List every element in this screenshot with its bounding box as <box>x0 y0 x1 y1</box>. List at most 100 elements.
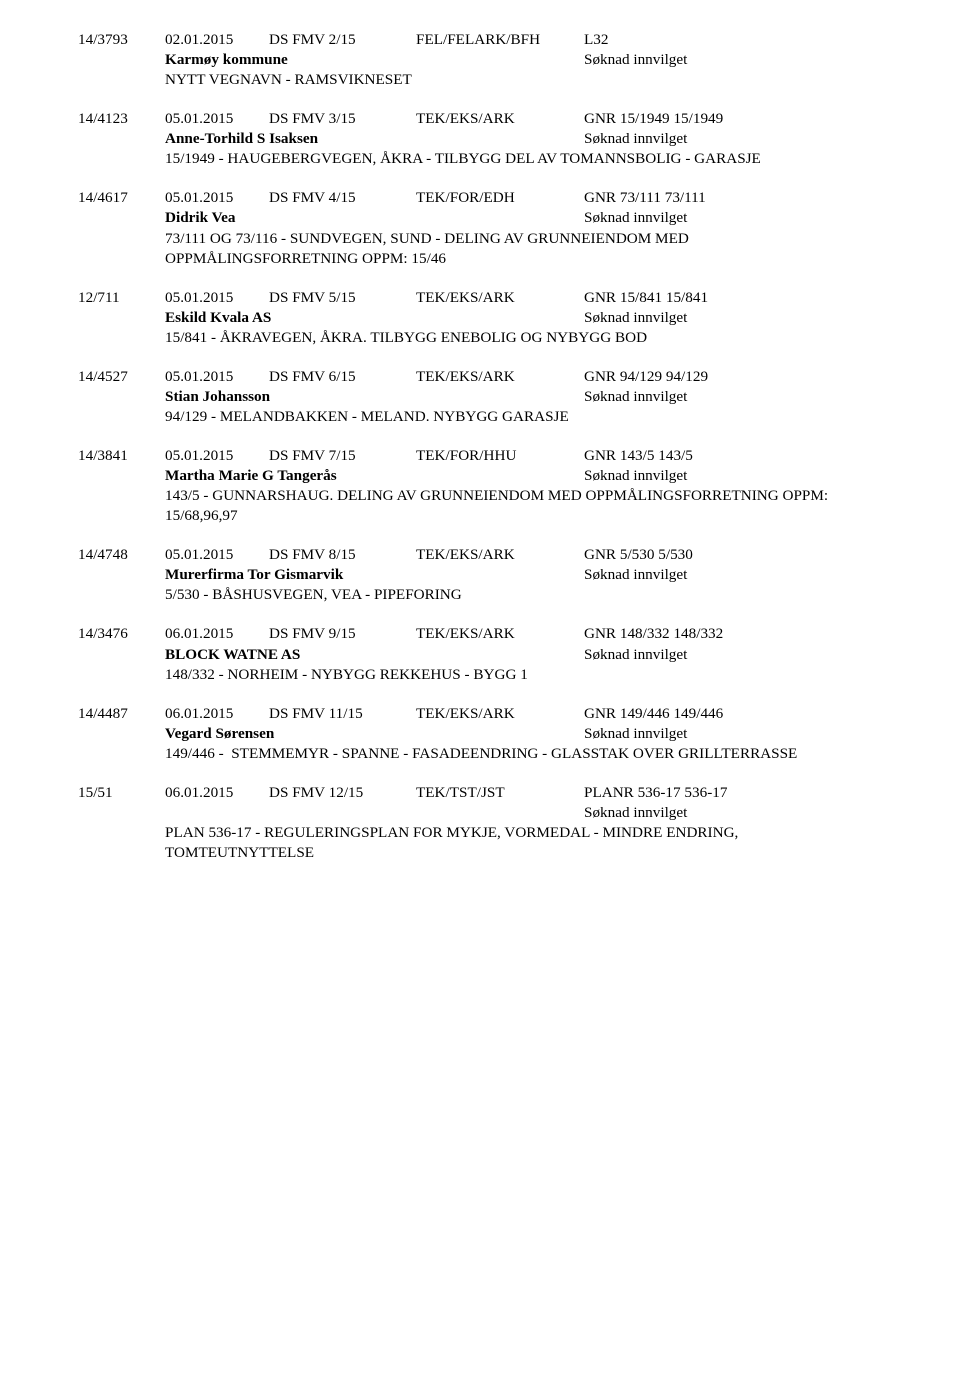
case-ref: FEL/FELARK/BFH <box>416 30 584 50</box>
case-doc: DS FMV 7/15 <box>269 446 416 466</box>
entry-header-row: 14/452705.01.2015DS FMV 6/15TEK/EKS/ARKG… <box>78 367 882 387</box>
case-entry: 12/71105.01.2015DS FMV 5/15TEK/EKS/ARKGN… <box>78 288 882 348</box>
entry-applicant-row: BLOCK WATNE ASSøknad innvilget <box>78 645 882 665</box>
status-text: Søknad innvilget <box>584 387 882 407</box>
case-doc: DS FMV 11/15 <box>269 704 416 724</box>
case-description: NYTT VEGNAVN - RAMSVIKNESET <box>78 70 882 90</box>
entry-header-row: 14/379302.01.2015DS FMV 2/15FEL/FELARK/B… <box>78 30 882 50</box>
entry-applicant-row: Didrik VeaSøknad innvilget <box>78 208 882 228</box>
applicant-name: Karmøy kommune <box>165 50 584 70</box>
case-doc: DS FMV 12/15 <box>269 783 416 803</box>
case-date: 05.01.2015 <box>165 109 269 129</box>
case-doc: DS FMV 2/15 <box>269 30 416 50</box>
case-date: 05.01.2015 <box>165 288 269 308</box>
case-gnr: GNR 143/5 143/5 <box>584 446 882 466</box>
case-id: 14/4617 <box>78 188 165 208</box>
entry-header-row: 14/474805.01.2015DS FMV 8/15TEK/EKS/ARKG… <box>78 545 882 565</box>
entry-header-row: 14/412305.01.2015DS FMV 3/15TEK/EKS/ARKG… <box>78 109 882 129</box>
applicant-name: Stian Johansson <box>165 387 584 407</box>
entry-applicant-row: Murerfirma Tor GismarvikSøknad innvilget <box>78 565 882 585</box>
entry-header-row: 15/5106.01.2015DS FMV 12/15TEK/TST/JSTPL… <box>78 783 882 803</box>
case-gnr: GNR 149/446 149/446 <box>584 704 882 724</box>
case-gnr: GNR 15/1949 15/1949 <box>584 109 882 129</box>
entry-header-row: 14/347606.01.2015DS FMV 9/15TEK/EKS/ARKG… <box>78 624 882 644</box>
status-text: Søknad innvilget <box>584 565 882 585</box>
entry-applicant-row: Vegard SørensenSøknad innvilget <box>78 724 882 744</box>
case-gnr: PLANR 536-17 536-17 <box>584 783 882 803</box>
entry-applicant-row: Karmøy kommuneSøknad innvilget <box>78 50 882 70</box>
applicant-name: Murerfirma Tor Gismarvik <box>165 565 584 585</box>
case-description: 73/111 OG 73/116 - SUNDVEGEN, SUND - DEL… <box>78 229 882 269</box>
case-id: 14/4487 <box>78 704 165 724</box>
case-entry: 14/384105.01.2015DS FMV 7/15TEK/FOR/HHUG… <box>78 446 882 526</box>
applicant-name: Didrik Vea <box>165 208 584 228</box>
case-ref: TEK/EKS/ARK <box>416 704 584 724</box>
case-date: 05.01.2015 <box>165 446 269 466</box>
case-id: 12/711 <box>78 288 165 308</box>
status-text: Søknad innvilget <box>584 466 882 486</box>
case-gnr: GNR 73/111 73/111 <box>584 188 882 208</box>
case-entry: 14/448706.01.2015DS FMV 11/15TEK/EKS/ARK… <box>78 704 882 764</box>
case-date: 05.01.2015 <box>165 367 269 387</box>
applicant-name <box>165 803 584 823</box>
case-ref: TEK/TST/JST <box>416 783 584 803</box>
status-text: Søknad innvilget <box>584 50 882 70</box>
case-ref: TEK/EKS/ARK <box>416 288 584 308</box>
case-doc: DS FMV 5/15 <box>269 288 416 308</box>
entry-header-row: 12/71105.01.2015DS FMV 5/15TEK/EKS/ARKGN… <box>78 288 882 308</box>
case-id: 15/51 <box>78 783 165 803</box>
case-description: 94/129 - MELANDBAKKEN - MELAND. NYBYGG G… <box>78 407 882 427</box>
case-description: 5/530 - BÅSHUSVEGEN, VEA - PIPEFORING <box>78 585 882 605</box>
case-doc: DS FMV 9/15 <box>269 624 416 644</box>
case-id: 14/4123 <box>78 109 165 129</box>
case-ref: TEK/EKS/ARK <box>416 109 584 129</box>
case-entry: 14/452705.01.2015DS FMV 6/15TEK/EKS/ARKG… <box>78 367 882 427</box>
case-date: 02.01.2015 <box>165 30 269 50</box>
case-gnr: GNR 15/841 15/841 <box>584 288 882 308</box>
case-id: 14/3841 <box>78 446 165 466</box>
status-text: Søknad innvilget <box>584 724 882 744</box>
case-description: 15/841 - ÅKRAVEGEN, ÅKRA. TILBYGG ENEBOL… <box>78 328 882 348</box>
case-id: 14/4527 <box>78 367 165 387</box>
case-ref: TEK/EKS/ARK <box>416 545 584 565</box>
entry-applicant-row: Anne-Torhild S IsaksenSøknad innvilget <box>78 129 882 149</box>
case-ref: TEK/FOR/HHU <box>416 446 584 466</box>
case-description: 143/5 - GUNNARSHAUG. DELING AV GRUNNEIEN… <box>78 486 882 526</box>
case-date: 05.01.2015 <box>165 188 269 208</box>
case-id: 14/3793 <box>78 30 165 50</box>
applicant-name: Eskild Kvala AS <box>165 308 584 328</box>
entry-applicant-row: Søknad innvilget <box>78 803 882 823</box>
case-entry: 14/347606.01.2015DS FMV 9/15TEK/EKS/ARKG… <box>78 624 882 684</box>
case-gnr: L32 <box>584 30 882 50</box>
entry-header-row: 14/384105.01.2015DS FMV 7/15TEK/FOR/HHUG… <box>78 446 882 466</box>
status-text: Søknad innvilget <box>584 208 882 228</box>
case-description: PLAN 536-17 - REGULERINGSPLAN FOR MYKJE,… <box>78 823 882 863</box>
case-entry: 14/379302.01.2015DS FMV 2/15FEL/FELARK/B… <box>78 30 882 90</box>
case-ref: TEK/EKS/ARK <box>416 624 584 644</box>
applicant-name: Anne-Torhild S Isaksen <box>165 129 584 149</box>
case-description: 15/1949 - HAUGEBERGVEGEN, ÅKRA - TILBYGG… <box>78 149 882 169</box>
case-doc: DS FMV 3/15 <box>269 109 416 129</box>
entry-applicant-row: Eskild Kvala ASSøknad innvilget <box>78 308 882 328</box>
case-date: 06.01.2015 <box>165 624 269 644</box>
case-entry: 14/461705.01.2015DS FMV 4/15TEK/FOR/EDHG… <box>78 188 882 268</box>
case-description: 149/446 - STEMMEMYR - SPANNE - FASADEEND… <box>78 744 882 764</box>
applicant-name: Vegard Sørensen <box>165 724 584 744</box>
case-entry: 15/5106.01.2015DS FMV 12/15TEK/TST/JSTPL… <box>78 783 882 863</box>
case-entry: 14/474805.01.2015DS FMV 8/15TEK/EKS/ARKG… <box>78 545 882 605</box>
status-text: Søknad innvilget <box>584 645 882 665</box>
entry-header-row: 14/448706.01.2015DS FMV 11/15TEK/EKS/ARK… <box>78 704 882 724</box>
case-date: 06.01.2015 <box>165 783 269 803</box>
case-ref: TEK/FOR/EDH <box>416 188 584 208</box>
case-gnr: GNR 5/530 5/530 <box>584 545 882 565</box>
case-doc: DS FMV 8/15 <box>269 545 416 565</box>
case-id: 14/3476 <box>78 624 165 644</box>
entry-applicant-row: Martha Marie G TangeråsSøknad innvilget <box>78 466 882 486</box>
status-text: Søknad innvilget <box>584 803 882 823</box>
case-description: 148/332 - NORHEIM - NYBYGG REKKEHUS - BY… <box>78 665 882 685</box>
applicant-name: BLOCK WATNE AS <box>165 645 584 665</box>
case-id: 14/4748 <box>78 545 165 565</box>
case-doc: DS FMV 4/15 <box>269 188 416 208</box>
case-date: 06.01.2015 <box>165 704 269 724</box>
case-date: 05.01.2015 <box>165 545 269 565</box>
